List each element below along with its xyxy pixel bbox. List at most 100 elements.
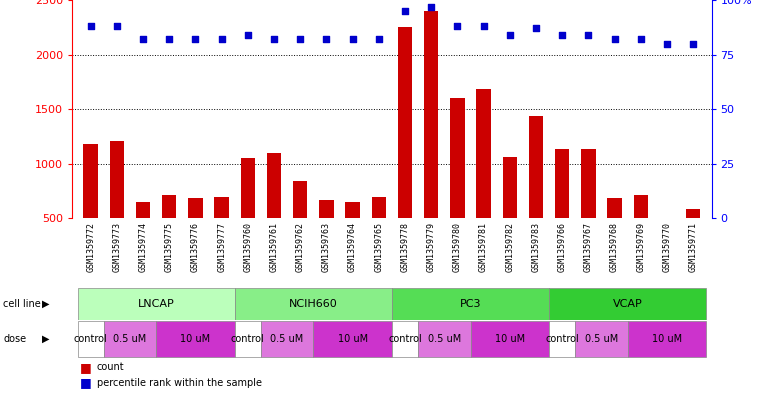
Text: PC3: PC3: [460, 299, 481, 309]
Bar: [634, 195, 648, 218]
Bar: [188, 198, 202, 218]
Point: [268, 36, 280, 42]
Bar: [555, 149, 569, 218]
Bar: [261, 321, 314, 357]
Bar: [392, 288, 549, 320]
Bar: [156, 321, 234, 357]
Bar: [476, 90, 491, 218]
Text: NCIH660: NCIH660: [289, 299, 338, 309]
Text: GSM1359779: GSM1359779: [427, 222, 436, 272]
Bar: [103, 321, 156, 357]
Bar: [529, 116, 543, 218]
Bar: [470, 321, 549, 357]
Bar: [84, 144, 98, 218]
Text: GSM1359770: GSM1359770: [663, 222, 671, 272]
Text: ■: ■: [80, 376, 91, 389]
Text: GSM1359762: GSM1359762: [296, 222, 304, 272]
Bar: [319, 200, 333, 218]
Text: 0.5 uM: 0.5 uM: [113, 334, 147, 344]
Bar: [240, 158, 255, 218]
Text: control: control: [546, 334, 579, 344]
Text: GSM1359772: GSM1359772: [86, 222, 95, 272]
Text: GSM1359778: GSM1359778: [400, 222, 409, 272]
Point: [137, 36, 149, 42]
Point: [635, 36, 647, 42]
Text: 0.5 uM: 0.5 uM: [585, 334, 618, 344]
Text: 0.5 uM: 0.5 uM: [428, 334, 461, 344]
Bar: [549, 288, 706, 320]
Bar: [135, 202, 150, 218]
Bar: [575, 321, 628, 357]
Text: GSM1359768: GSM1359768: [610, 222, 619, 272]
Bar: [234, 288, 392, 320]
Bar: [418, 321, 470, 357]
Text: GSM1359777: GSM1359777: [217, 222, 226, 272]
Text: percentile rank within the sample: percentile rank within the sample: [97, 378, 262, 388]
Text: GSM1359775: GSM1359775: [164, 222, 174, 272]
Bar: [607, 198, 622, 218]
Point: [451, 23, 463, 29]
Text: control: control: [74, 334, 107, 344]
Text: LNCAP: LNCAP: [138, 299, 174, 309]
Text: 0.5 uM: 0.5 uM: [270, 334, 304, 344]
Bar: [581, 149, 596, 218]
Bar: [78, 288, 234, 320]
Text: ▶: ▶: [42, 334, 49, 344]
Point: [425, 4, 438, 10]
Point: [215, 36, 228, 42]
Bar: [424, 11, 438, 218]
Text: GSM1359760: GSM1359760: [244, 222, 253, 272]
Text: GSM1359783: GSM1359783: [531, 222, 540, 272]
Text: control: control: [388, 334, 422, 344]
Text: control: control: [231, 334, 265, 344]
Point: [504, 32, 516, 38]
Point: [399, 8, 411, 14]
Bar: [314, 321, 392, 357]
Text: dose: dose: [3, 334, 26, 344]
Bar: [267, 152, 282, 218]
Point: [242, 32, 254, 38]
Text: GSM1359781: GSM1359781: [479, 222, 488, 272]
Bar: [660, 218, 674, 219]
Text: count: count: [97, 362, 124, 372]
Bar: [234, 321, 261, 357]
Text: ▶: ▶: [42, 299, 49, 309]
Text: GSM1359782: GSM1359782: [505, 222, 514, 272]
Bar: [502, 157, 517, 218]
Text: GSM1359765: GSM1359765: [374, 222, 384, 272]
Bar: [110, 141, 124, 218]
Bar: [215, 197, 229, 218]
Text: GSM1359776: GSM1359776: [191, 222, 200, 272]
Text: GSM1359767: GSM1359767: [584, 222, 593, 272]
Text: GSM1359780: GSM1359780: [453, 222, 462, 272]
Point: [295, 36, 307, 42]
Text: 10 uM: 10 uM: [652, 334, 682, 344]
Text: 10 uM: 10 uM: [180, 334, 211, 344]
Text: GSM1359766: GSM1359766: [558, 222, 567, 272]
Text: GSM1359761: GSM1359761: [269, 222, 279, 272]
Point: [373, 36, 385, 42]
Text: GSM1359771: GSM1359771: [689, 222, 698, 272]
Text: GSM1359774: GSM1359774: [139, 222, 148, 272]
Point: [687, 40, 699, 47]
Bar: [451, 98, 465, 218]
Point: [163, 36, 175, 42]
Point: [111, 23, 123, 29]
Text: GSM1359773: GSM1359773: [113, 222, 121, 272]
Bar: [345, 202, 360, 218]
Bar: [78, 321, 103, 357]
Point: [556, 32, 568, 38]
Bar: [162, 195, 177, 218]
Point: [609, 36, 621, 42]
Text: GSM1359764: GSM1359764: [348, 222, 357, 272]
Text: GSM1359769: GSM1359769: [636, 222, 645, 272]
Point: [582, 32, 594, 38]
Text: cell line: cell line: [3, 299, 41, 309]
Text: GSM1359763: GSM1359763: [322, 222, 331, 272]
Point: [346, 36, 358, 42]
Text: 10 uM: 10 uM: [495, 334, 525, 344]
Text: VCAP: VCAP: [613, 299, 642, 309]
Text: 10 uM: 10 uM: [338, 334, 368, 344]
Point: [661, 40, 673, 47]
Point: [320, 36, 333, 42]
